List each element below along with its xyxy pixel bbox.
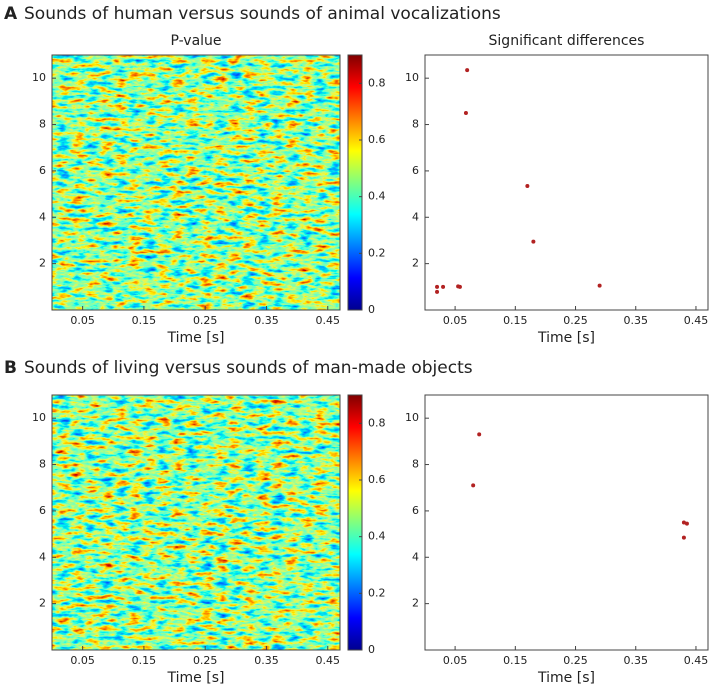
y-tick-label: 2 bbox=[412, 257, 419, 270]
x-axis-label: Time [s] bbox=[537, 330, 595, 346]
significant-point bbox=[441, 284, 446, 289]
y-tick-label: 10 bbox=[32, 411, 46, 424]
x-axis-label: Time [s] bbox=[167, 330, 225, 346]
colorbar-tick-label: 0.4 bbox=[368, 530, 386, 543]
plot-title: P-value bbox=[170, 33, 221, 49]
heatmap-texture bbox=[52, 395, 340, 650]
significant-point bbox=[435, 284, 440, 289]
colorbar bbox=[347, 394, 363, 651]
x-tick-label: 0.25 bbox=[193, 654, 218, 667]
x-tick-label: 0.35 bbox=[623, 654, 648, 667]
significant-point bbox=[531, 239, 536, 244]
y-tick-label: 2 bbox=[39, 597, 46, 610]
axes-frame bbox=[51, 394, 341, 651]
x-tick-label: 0.05 bbox=[70, 314, 95, 327]
axes-frame bbox=[424, 54, 709, 311]
y-tick-label: 4 bbox=[39, 210, 46, 223]
y-tick-label: 6 bbox=[39, 164, 46, 177]
y-tick-label: 10 bbox=[32, 71, 46, 84]
x-tick-label: 0.05 bbox=[443, 654, 468, 667]
x-axis-label: Time [s] bbox=[167, 670, 225, 686]
panel-label: B bbox=[4, 358, 17, 378]
x-tick-label: 0.45 bbox=[315, 654, 340, 667]
significant-point bbox=[463, 110, 468, 115]
y-tick-label: 8 bbox=[412, 118, 419, 131]
x-tick-label: 0.25 bbox=[563, 654, 588, 667]
colorbar-tick-label: 0.8 bbox=[368, 76, 386, 89]
x-tick-label: 0.45 bbox=[684, 654, 709, 667]
x-tick-label: 0.15 bbox=[132, 654, 157, 667]
colorbar-tick-label: 0.2 bbox=[368, 586, 386, 599]
axes-frame bbox=[424, 394, 709, 651]
y-tick-label: 6 bbox=[412, 504, 419, 517]
significant-point bbox=[681, 535, 686, 540]
significant-point bbox=[465, 68, 470, 73]
y-tick-label: 6 bbox=[39, 504, 46, 517]
x-tick-label: 0.35 bbox=[254, 314, 279, 327]
x-tick-label: 0.45 bbox=[315, 314, 340, 327]
y-tick-label: 8 bbox=[39, 458, 46, 471]
significant-point bbox=[684, 521, 689, 526]
significant-point bbox=[681, 520, 686, 525]
x-tick-label: 0.15 bbox=[132, 314, 157, 327]
x-tick-label: 0.45 bbox=[684, 314, 709, 327]
y-tick-label: 4 bbox=[39, 550, 46, 563]
axes-frame bbox=[51, 54, 341, 311]
x-tick-label: 0.35 bbox=[254, 654, 279, 667]
x-tick-label: 0.25 bbox=[563, 314, 588, 327]
plot-title: Significant differences bbox=[489, 33, 645, 49]
significant-point bbox=[525, 183, 530, 188]
y-tick-label: 10 bbox=[405, 411, 419, 424]
colorbar-tick-label: 0.4 bbox=[368, 190, 386, 203]
x-tick-label: 0.05 bbox=[443, 314, 468, 327]
panel-title: Sounds of living versus sounds of man-ma… bbox=[24, 358, 473, 378]
colorbar-tick-label: 0.2 bbox=[368, 246, 386, 259]
colorbar-tick-label: 0.6 bbox=[368, 133, 386, 146]
x-tick-label: 0.35 bbox=[623, 314, 648, 327]
panel-label: A bbox=[4, 4, 18, 24]
x-axis-label: Time [s] bbox=[537, 670, 595, 686]
colorbar bbox=[347, 54, 363, 311]
y-tick-label: 6 bbox=[412, 164, 419, 177]
colorbar-tick-label: 0.6 bbox=[368, 473, 386, 486]
significant-point bbox=[597, 283, 602, 288]
significant-point bbox=[477, 432, 482, 437]
significant-point bbox=[457, 284, 462, 289]
y-tick-label: 10 bbox=[405, 71, 419, 84]
colorbar-tick-label: 0 bbox=[368, 303, 375, 316]
y-tick-label: 4 bbox=[412, 210, 419, 223]
y-tick-label: 2 bbox=[412, 597, 419, 610]
colorbar-tick-label: 0.8 bbox=[368, 416, 386, 429]
x-tick-label: 0.15 bbox=[503, 314, 528, 327]
x-tick-label: 0.15 bbox=[503, 654, 528, 667]
y-tick-label: 8 bbox=[412, 458, 419, 471]
x-tick-label: 0.25 bbox=[193, 314, 218, 327]
y-tick-label: 2 bbox=[39, 257, 46, 270]
colorbar-tick-label: 0 bbox=[368, 643, 375, 656]
significant-point bbox=[471, 483, 476, 488]
panel-title: Sounds of human versus sounds of animal … bbox=[24, 4, 501, 24]
y-tick-label: 8 bbox=[39, 118, 46, 131]
significant-point bbox=[435, 289, 440, 294]
x-tick-label: 0.05 bbox=[70, 654, 95, 667]
y-tick-label: 4 bbox=[412, 550, 419, 563]
heatmap-texture bbox=[52, 55, 340, 310]
